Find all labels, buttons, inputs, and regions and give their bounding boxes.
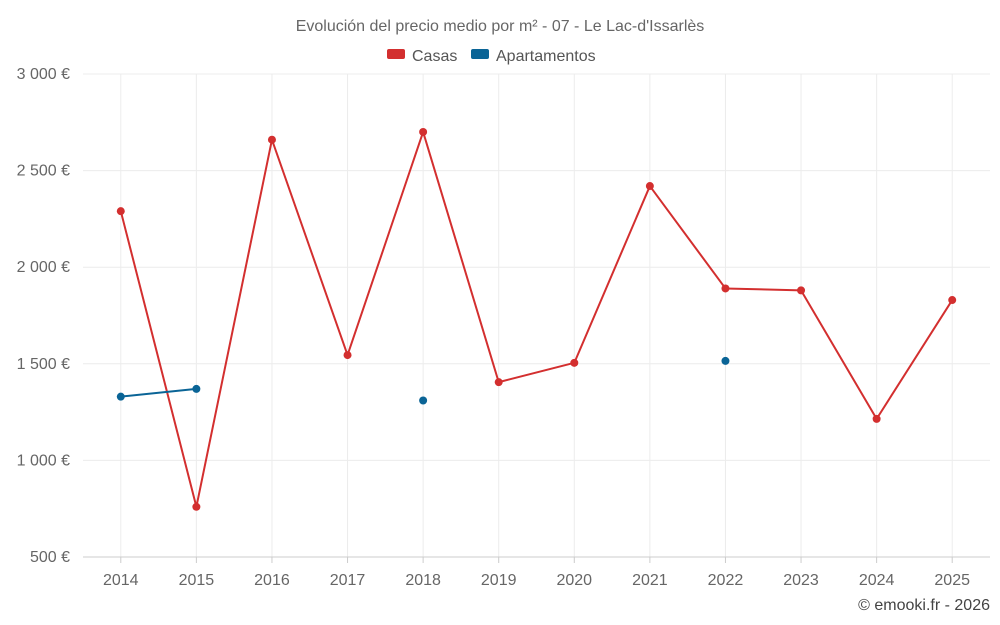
data-point-apartamentos[interactable] <box>116 392 125 401</box>
x-tick-label: 2017 <box>330 572 366 589</box>
x-tick-label: 2022 <box>708 572 744 589</box>
legend-item-casas[interactable]: Casas <box>387 48 457 65</box>
data-point-casas[interactable] <box>116 207 125 216</box>
x-tick-label: 2024 <box>859 572 895 589</box>
y-tick-label: 1 000 € <box>17 452 70 469</box>
x-tick-label: 2014 <box>103 572 139 589</box>
y-tick-label: 500 € <box>30 549 70 566</box>
data-point-casas[interactable] <box>872 414 881 423</box>
x-tick-label: 2025 <box>934 572 970 589</box>
x-tick-label: 2018 <box>405 572 441 589</box>
grid <box>83 73 990 557</box>
credit-text: © emooki.fr - 2026 <box>858 597 990 614</box>
series-line-casas <box>119 130 954 508</box>
series <box>116 127 957 511</box>
data-point-apartamentos[interactable] <box>721 356 730 365</box>
data-point-casas[interactable] <box>797 286 806 295</box>
y-tick-label: 1 500 € <box>17 356 70 373</box>
series-casas <box>116 127 957 511</box>
legend-item-apartamentos[interactable]: Apartamentos <box>471 48 596 65</box>
data-point-casas[interactable] <box>721 284 730 293</box>
y-tick-label: 3 000 € <box>17 66 70 83</box>
series-apartamentos <box>116 356 730 405</box>
data-point-casas[interactable] <box>948 296 957 305</box>
data-point-casas[interactable] <box>343 351 352 360</box>
x-tick-label: 2020 <box>556 572 592 589</box>
data-point-casas[interactable] <box>192 502 201 511</box>
legend: Casas Apartamentos <box>387 48 596 65</box>
x-tick-label: 2023 <box>783 572 819 589</box>
legend-label-casas: Casas <box>412 48 457 65</box>
x-tick-label: 2021 <box>632 572 668 589</box>
y-tick-label: 2 000 € <box>17 259 70 276</box>
data-point-casas[interactable] <box>419 127 428 136</box>
data-point-casas[interactable] <box>494 378 503 387</box>
x-tick-label: 2015 <box>179 572 215 589</box>
x-tick-label: 2019 <box>481 572 517 589</box>
x-tick-label: 2016 <box>254 572 290 589</box>
data-point-apartamentos[interactable] <box>419 396 428 405</box>
series-line-apartamentos <box>120 387 197 398</box>
data-point-casas[interactable] <box>645 182 654 191</box>
y-axis: 500 € 1 000 € 1 500 € 2 000 € 2 500 € 3 000 € <box>17 66 70 566</box>
data-point-casas[interactable] <box>267 135 276 144</box>
data-point-apartamentos[interactable] <box>192 384 201 393</box>
legend-swatch-apartamentos <box>471 49 489 59</box>
legend-swatch-casas <box>387 49 405 59</box>
y-tick-label: 2 500 € <box>17 163 70 180</box>
x-axis: 2014 2015 2016 2017 2018 2019 2020 2021 2022 2023… <box>83 556 990 589</box>
data-point-casas[interactable] <box>570 358 579 367</box>
chart-title: Evolución del precio medio por m² - 07 -… <box>296 18 705 35</box>
legend-label-apartamentos: Apartamentos <box>496 48 596 65</box>
